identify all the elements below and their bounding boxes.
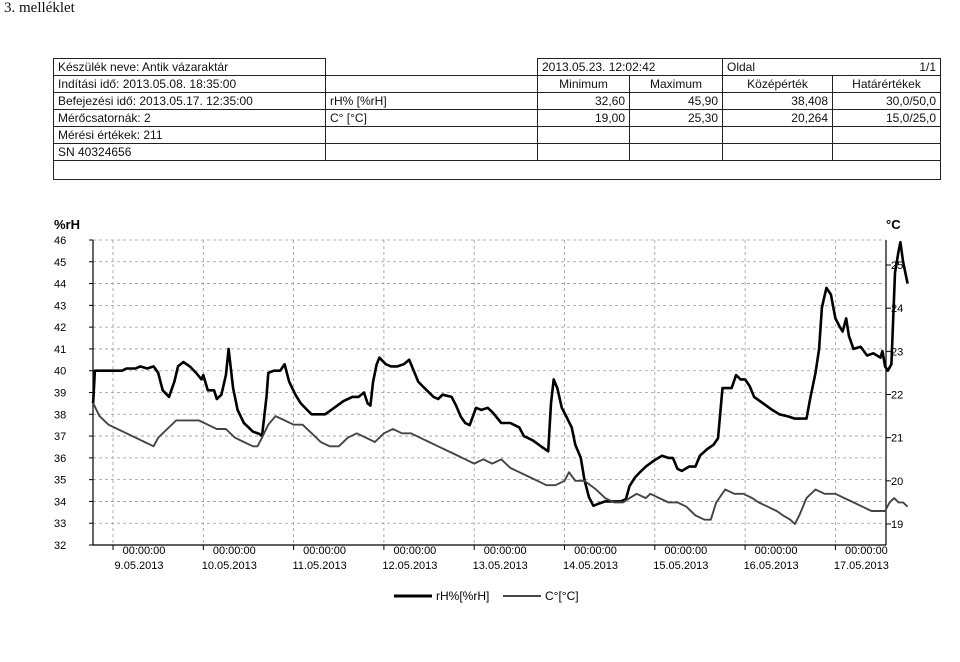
x-tick-date: 13.05.2013 bbox=[473, 560, 528, 572]
left-tick-label: 38 bbox=[54, 409, 66, 421]
left-tick-label: 32 bbox=[54, 540, 66, 552]
page-value: 1/1 bbox=[919, 60, 937, 74]
x-tick-date: 17.05.2013 bbox=[834, 560, 889, 572]
x-tick-date: 15.05.2013 bbox=[653, 560, 708, 572]
left-tick-label: 42 bbox=[54, 322, 66, 334]
series-line-rh bbox=[91, 240, 909, 508]
right-tick-label: 19 bbox=[891, 519, 903, 531]
col-minimum: Minimum bbox=[537, 75, 630, 93]
x-tick-time: 00:00:00 bbox=[484, 545, 527, 557]
x-tick-time: 00:00:00 bbox=[213, 545, 256, 557]
summary-row-blank bbox=[52, 160, 942, 180]
right-tick-label: 22 bbox=[891, 390, 903, 402]
right-tick-label: 21 bbox=[891, 433, 903, 445]
left-tick-label: 43 bbox=[54, 300, 66, 312]
left-tick-label: 37 bbox=[54, 431, 66, 443]
x-tick-time: 00:00:00 bbox=[303, 545, 346, 557]
x-tick-date: 16.05.2013 bbox=[744, 560, 799, 572]
left-axis-title: %rH bbox=[54, 217, 80, 232]
col-average: Középérték bbox=[722, 75, 833, 93]
left-tick-label: 36 bbox=[54, 453, 66, 465]
left-tick-label: 45 bbox=[54, 257, 66, 269]
summary-row-start: Indítási idő: 2013.05.08. 18:35:00 Minim… bbox=[53, 75, 942, 93]
summary-table: Készülék neve: Antik vázaraktár 2013.05.… bbox=[52, 58, 942, 180]
legend-label-temp: C°[°C] bbox=[545, 589, 579, 603]
x-tick-time: 00:00:00 bbox=[574, 545, 617, 557]
annex-label: 3. melléklet bbox=[4, 0, 75, 16]
x-tick-time: 00:00:00 bbox=[123, 545, 166, 557]
print-time: 2013.05.23. 12:02:42 bbox=[537, 58, 723, 76]
left-tick-label: 44 bbox=[54, 279, 66, 291]
x-axis-ticks: 00:00:00 9.05.2013 00:00:00 10.05.2013 00:00… bbox=[112, 545, 889, 572]
left-tick-label: 46 bbox=[54, 235, 66, 247]
legend-label-rh: rH%[%rH] bbox=[436, 589, 489, 603]
rh-max: 45,90 bbox=[629, 92, 723, 110]
left-axis-ticks: 46 45 44 43 42 41 40 39 38 37 36 35 34 33 32 bbox=[54, 235, 93, 552]
chart-grid bbox=[93, 239, 886, 546]
left-tick-label: 39 bbox=[54, 388, 66, 400]
chart-legend: rH%[%rH] C°[°C] bbox=[394, 589, 579, 603]
right-tick-label: 23 bbox=[891, 346, 903, 358]
left-tick-label: 33 bbox=[54, 518, 66, 530]
x-tick-time: 00:00:00 bbox=[664, 545, 707, 557]
x-tick-date: 11.05.2013 bbox=[292, 560, 346, 572]
right-axis-title: °C bbox=[886, 217, 901, 232]
series-line-temp bbox=[92, 402, 909, 525]
summary-row-serial: SN 40324656 bbox=[53, 143, 942, 161]
left-tick-label: 35 bbox=[54, 475, 66, 487]
x-tick-date: 12.05.2013 bbox=[382, 560, 437, 572]
x-tick-date: 10.05.2013 bbox=[202, 560, 257, 572]
left-tick-label: 34 bbox=[54, 496, 66, 508]
col-limits: Határértékek bbox=[831, 75, 942, 93]
x-tick-time: 00:00:00 bbox=[755, 545, 798, 557]
chart-series bbox=[91, 240, 909, 525]
x-tick-time: 00:00:00 bbox=[845, 545, 888, 557]
left-tick-label: 40 bbox=[54, 366, 66, 378]
right-tick-label: 20 bbox=[891, 476, 903, 488]
x-tick-date: 9.05.2013 bbox=[115, 560, 164, 572]
left-tick-label: 41 bbox=[54, 344, 66, 356]
x-tick-time: 00:00:00 bbox=[393, 545, 436, 557]
x-tick-date: 14.05.2013 bbox=[563, 560, 618, 572]
page-label: Oldal bbox=[727, 60, 756, 74]
summary-row-device: Készülék neve: Antik vázaraktár 2013.05.… bbox=[53, 58, 942, 76]
